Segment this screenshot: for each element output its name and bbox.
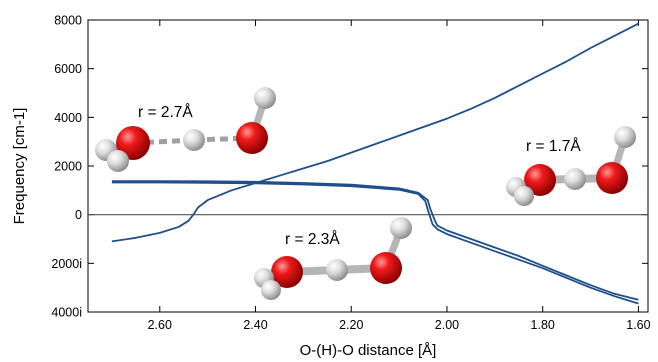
y-tick-label: 8000 xyxy=(54,14,82,28)
molecule-r27 xyxy=(95,87,276,172)
molecule-r23 xyxy=(254,217,412,300)
hydrogen-atom xyxy=(564,168,586,190)
series-layer xyxy=(88,22,648,305)
y-tick-label: 2000 xyxy=(54,160,82,174)
hydrogen-atom xyxy=(390,217,412,239)
x-tick-label: 2.40 xyxy=(243,318,267,332)
hydrogen-atom xyxy=(107,150,129,172)
hydrogen-atom xyxy=(254,87,276,109)
y-tick-label: 4000i xyxy=(51,306,82,320)
x-tick-label: 1.80 xyxy=(531,318,555,332)
series-line-3 xyxy=(111,181,639,305)
y-tick-label: 0 xyxy=(75,208,82,222)
hydrogen-atom xyxy=(183,129,205,151)
x-tick-label: 2.60 xyxy=(148,318,172,332)
y-axis-title: Frequency [cm-1] xyxy=(11,108,28,225)
oxygen-atom xyxy=(524,164,556,196)
hydrogen-atom xyxy=(326,259,348,281)
series-line-2 xyxy=(111,180,639,301)
molecule-r17 xyxy=(506,126,636,206)
oxygen-atom xyxy=(236,122,268,154)
annotation-r17: r = 1.7Å xyxy=(526,138,581,155)
series-line-1 xyxy=(111,22,639,243)
x-axis-title: O-(H)-O distance [Å] xyxy=(300,342,437,359)
x-tick-label: 2.20 xyxy=(339,318,363,332)
oxygen-atom xyxy=(370,252,402,284)
axis-ticks: 8000 6000 4000 2000 0 2000i 4000i 2.60 2.40 2.20 2… xyxy=(51,14,650,333)
annotation-r27: r = 2.7Å xyxy=(138,104,193,121)
oxygen-atom xyxy=(596,162,628,194)
oxygen-atom xyxy=(271,256,303,288)
x-tick-label: 1.60 xyxy=(626,318,650,332)
annotation-r23: r = 2.3Å xyxy=(285,231,340,248)
oxygen-atom xyxy=(116,126,150,160)
y-tick-label: 2000i xyxy=(51,257,82,271)
hydrogen-atom xyxy=(514,186,534,206)
hydrogen-atom xyxy=(614,126,636,148)
hydrogen-atom xyxy=(261,280,281,300)
y-tick-label: 6000 xyxy=(54,62,82,76)
y-tick-label: 4000 xyxy=(54,111,82,125)
x-tick-label: 2.00 xyxy=(435,318,459,332)
